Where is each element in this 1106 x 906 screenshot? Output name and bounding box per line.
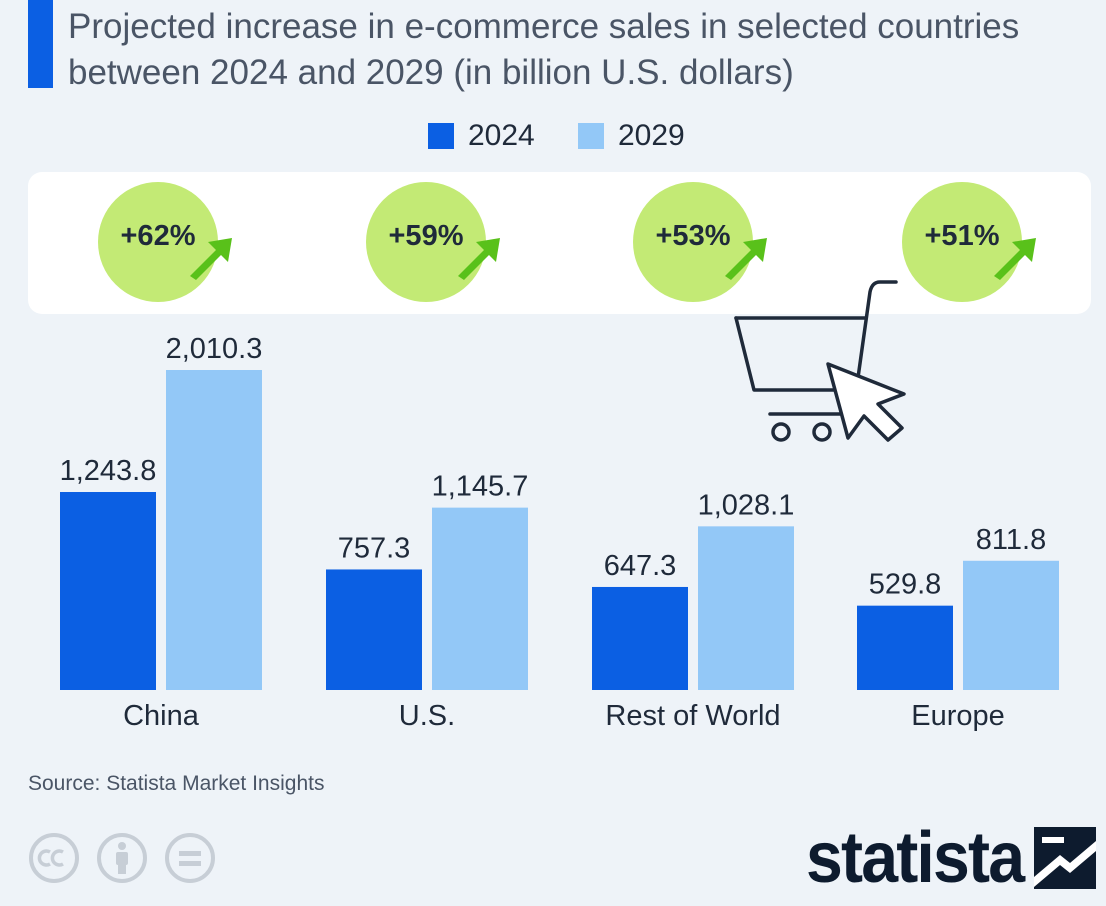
growth-badge-circle: [98, 182, 218, 302]
category-label: Rest of World: [605, 700, 780, 732]
data-label: 1,028.1: [698, 489, 795, 521]
bar-2024-europe: [857, 605, 953, 690]
category-label: U.S.: [399, 700, 455, 732]
arrow-up-right-icon: [190, 238, 232, 280]
title-accent-bar: [28, 0, 53, 88]
statista-logo-icon: [1034, 827, 1097, 889]
legend: 2024 2029: [0, 116, 1106, 156]
bar-2024-rest-of-world: [592, 586, 688, 690]
license-icons: [28, 832, 232, 888]
data-label: 757.3: [338, 532, 411, 564]
growth-badge-rest-of-world: +53%: [633, 182, 767, 306]
data-label: 1,145.7: [432, 471, 529, 503]
data-label: 1,243.8: [60, 455, 157, 487]
growth-badge-circle: [633, 182, 753, 302]
arrow-up-right-icon: [994, 238, 1036, 280]
bars-layer: 1,243.8 2,010.3 China 757.3 1,145.7 U.S. 647.3…: [60, 333, 1059, 732]
legend-item-2024: 2024: [428, 116, 535, 156]
growth-badge-label: +59%: [388, 220, 464, 252]
category-label: Europe: [911, 700, 1005, 732]
growth-badge-label: +53%: [655, 220, 731, 252]
legend-swatch-2024: [428, 123, 454, 149]
data-label: 647.3: [604, 550, 677, 582]
arrow-up-right-icon: [725, 238, 767, 280]
growth-badge-europe: +51%: [902, 182, 1036, 306]
cc-icon[interactable]: [28, 832, 80, 884]
arrow-up-right-icon: [458, 238, 500, 280]
legend-swatch-2029: [578, 123, 604, 149]
bar-2029-rest-of-world: [698, 526, 794, 690]
attribution-icon[interactable]: [96, 832, 148, 884]
bar-2024-u-s: [326, 569, 422, 690]
bar-2029-europe: [963, 560, 1059, 690]
bar-2029-u-s: [432, 507, 528, 690]
category-label: China: [123, 700, 200, 732]
cursor-icon: [826, 362, 906, 442]
bar-2029-china: [166, 370, 262, 690]
growth-badge-label: +62%: [120, 220, 196, 252]
data-label: 811.8: [976, 524, 1046, 556]
chart-title: Projected increase in e-commerce sales i…: [68, 7, 1020, 92]
legend-label-2029: 2029: [618, 119, 685, 152]
growth-badge-circle: [902, 182, 1022, 302]
growth-badge-label: +51%: [924, 220, 1000, 252]
growth-badge-china: +62%: [98, 182, 232, 306]
growth-badge-circle: [366, 182, 486, 302]
source-note: Source: Statista Market Insights: [28, 772, 325, 795]
bar-2024-china: [60, 492, 156, 690]
brand-name: statista: [806, 818, 1025, 898]
shopping-cart-icon: [734, 280, 898, 442]
data-label: 2,010.3: [166, 333, 263, 365]
legend-label-2024: 2024: [468, 119, 535, 152]
no-derivatives-icon[interactable]: [164, 832, 216, 884]
legend-item-2029: 2029: [578, 116, 685, 156]
data-label: 529.8: [869, 569, 942, 601]
growth-badge-us: +59%: [366, 182, 500, 306]
brand-logo[interactable]: statista: [806, 818, 1097, 898]
